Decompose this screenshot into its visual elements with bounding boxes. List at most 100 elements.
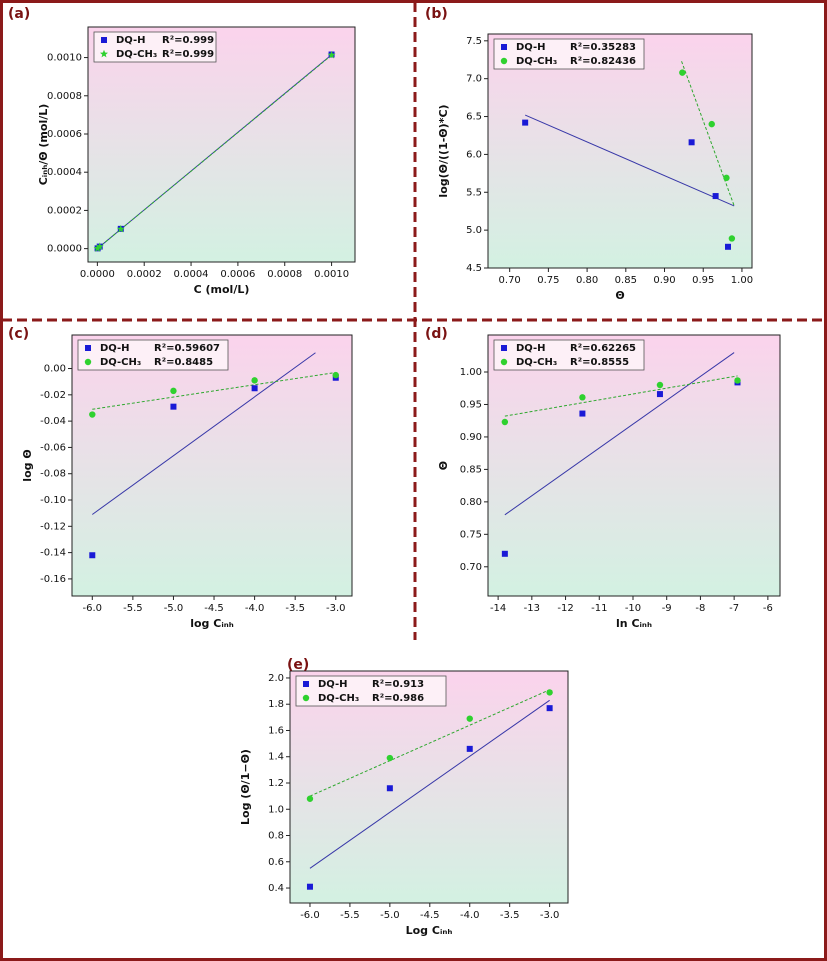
x-tick-label: 0.75: [537, 275, 559, 286]
y-tick-label: 0.70: [460, 562, 482, 573]
y-tick-label: -0.10: [40, 495, 66, 506]
marker: [251, 385, 258, 392]
marker: [725, 243, 731, 250]
x-tick-label: -10: [625, 603, 641, 614]
marker: [327, 50, 336, 59]
y-tick-label: 0.0010: [47, 53, 82, 64]
y-tick-label: 0.0006: [47, 129, 82, 140]
fit-line: [309, 689, 550, 797]
y-tick-label: 0.0000: [47, 244, 82, 255]
x-tick-label: -3.0: [540, 910, 560, 921]
y-axis-title: log(Θ/((1-Θ)*C): [437, 104, 450, 197]
x-tick-label: 0.0006: [220, 269, 255, 280]
x-tick-label: 0.85: [615, 275, 637, 286]
marker: [386, 754, 394, 762]
legend-label: DQ-H: [516, 343, 546, 354]
y-tick-label: 0.0004: [47, 167, 82, 178]
marker: [501, 418, 509, 426]
x-tick-label: -5.5: [340, 910, 360, 921]
marker: [251, 377, 258, 384]
marker: [546, 705, 553, 712]
marker: [306, 795, 314, 802]
y-tick-label: 0.6: [268, 857, 284, 868]
fit-line: [504, 352, 735, 516]
y-tick-label: 0.90: [460, 432, 482, 443]
x-tick-label: -4.5: [204, 603, 224, 614]
plot-area: [87, 26, 356, 263]
y-tick-label: -0.14: [40, 548, 66, 559]
x-tick-label: -8: [695, 603, 705, 614]
legend-r2: R²=0.913: [372, 679, 424, 690]
marker: [303, 681, 309, 687]
y-axis-title: Cᵢₙₕ/Θ (mol/L): [37, 104, 50, 186]
x-tick-label: 0.95: [692, 275, 714, 286]
y-tick-label: 1.00: [460, 367, 482, 378]
marker: [728, 235, 736, 242]
marker: [500, 358, 508, 366]
y-tick-label: 1.6: [268, 725, 284, 736]
y-axis-title: Θ: [437, 461, 450, 470]
marker: [579, 394, 586, 401]
marker: [500, 57, 508, 65]
legend-r2: R²=0.8485: [154, 357, 213, 368]
fit-line: [309, 699, 550, 869]
x-tick-label: -11: [591, 603, 607, 614]
x-tick-label: -6.0: [300, 910, 320, 921]
legend: [493, 339, 645, 371]
x-tick-label: 0.0008: [267, 269, 302, 280]
marker: [679, 69, 686, 76]
y-tick-label: 5.0: [466, 225, 482, 236]
plot-area: [289, 670, 569, 904]
marker: [579, 410, 586, 417]
legend: [77, 339, 229, 371]
legend-r2: R²=0.59607: [154, 343, 220, 354]
marker: [84, 358, 92, 366]
marker: [501, 550, 508, 557]
x-tick-label: -6.0: [83, 603, 103, 614]
y-axis-title: log Θ: [21, 449, 34, 481]
legend-r2: R²=0.8555: [570, 357, 629, 368]
x-tick-label: 0.0000: [80, 269, 115, 280]
y-tick-label: -0.16: [40, 574, 66, 585]
legend-label: DQ-H: [516, 42, 546, 53]
x-tick-label: -4.0: [460, 910, 480, 921]
fit-line: [97, 54, 332, 249]
marker: [688, 139, 695, 146]
marker: [712, 193, 719, 200]
legend-label: DQ-H: [116, 35, 146, 46]
x-tick-label: -4.5: [420, 910, 440, 921]
legend-label: DQ-H: [100, 343, 130, 354]
x-tick-label: 0.70: [499, 275, 521, 286]
x-tick-label: -13: [524, 603, 540, 614]
y-tick-label: 0.0008: [47, 91, 82, 102]
legend: [93, 31, 217, 63]
y-tick-label: 1.8: [268, 699, 284, 710]
x-tick-label: 0.0010: [314, 269, 349, 280]
plot-area: [487, 334, 781, 597]
marker: [89, 411, 96, 418]
y-tick-label: -0.12: [40, 521, 66, 532]
marker: [734, 377, 741, 384]
legend: [295, 675, 447, 707]
marker: [386, 785, 393, 792]
x-axis-title: ln Cᵢₙₕ: [616, 617, 652, 630]
legend-r2: R²=0.62265: [570, 343, 636, 354]
legend-r2: R²=0.999: [162, 35, 214, 46]
marker: [116, 224, 125, 233]
x-tick-label: 0.90: [653, 275, 675, 286]
y-tick-label: 1.2: [268, 778, 284, 789]
marker: [101, 37, 107, 43]
panel-label: (a): [8, 6, 30, 22]
marker: [656, 381, 664, 389]
y-tick-label: 0.4: [268, 883, 284, 894]
x-tick-label: -6: [763, 603, 773, 614]
marker: [656, 391, 663, 398]
x-tick-label: -3.0: [326, 603, 346, 614]
marker: [89, 552, 96, 559]
x-tick-label: -4.0: [245, 603, 265, 614]
y-tick-label: 0.80: [460, 497, 482, 508]
x-tick-label: 1.00: [731, 275, 753, 286]
y-tick-label: -0.06: [40, 442, 66, 453]
